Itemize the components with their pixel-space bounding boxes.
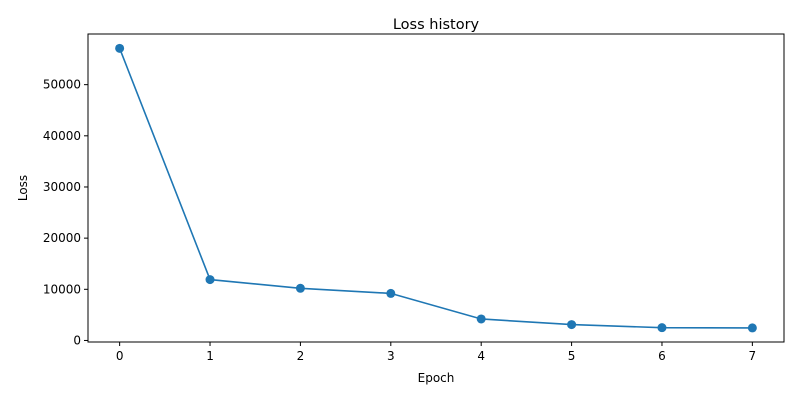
data-point (747, 323, 757, 333)
x-tick-label: 4 (477, 349, 485, 363)
y-axis-label: Loss (16, 175, 30, 201)
data-point (115, 43, 125, 53)
y-tick-label: 0 (73, 333, 81, 347)
data-point (567, 320, 577, 330)
x-axis-label: Epoch (418, 371, 455, 385)
x-tick-label: 7 (749, 349, 757, 363)
y-tick-label: 10000 (43, 282, 81, 296)
x-axis: 0 1 2 3 4 5 6 7 (116, 342, 756, 363)
x-tick-label: 1 (206, 349, 214, 363)
x-tick-label: 6 (658, 349, 666, 363)
data-point (386, 288, 396, 298)
y-tick-label: 50000 (43, 78, 81, 92)
y-tick-label: 20000 (43, 231, 81, 245)
data-point (205, 275, 215, 285)
axes-frame (87, 33, 785, 343)
plot-area (87, 33, 785, 343)
data-point (476, 314, 486, 324)
x-tick-label: 3 (387, 349, 395, 363)
chart-title: Loss history (393, 17, 480, 33)
data-point (295, 283, 305, 293)
data-point (657, 323, 667, 333)
y-tick-label: 30000 (43, 180, 81, 194)
y-axis: 0 10000 20000 30000 40000 50000 (43, 78, 88, 347)
x-tick-label: 5 (568, 349, 576, 363)
series-line (118, 48, 753, 329)
series-layer (115, 43, 757, 333)
y-tick-label: 40000 (43, 129, 81, 143)
x-tick-label: 0 (116, 349, 124, 363)
x-tick-label: 2 (297, 349, 305, 363)
